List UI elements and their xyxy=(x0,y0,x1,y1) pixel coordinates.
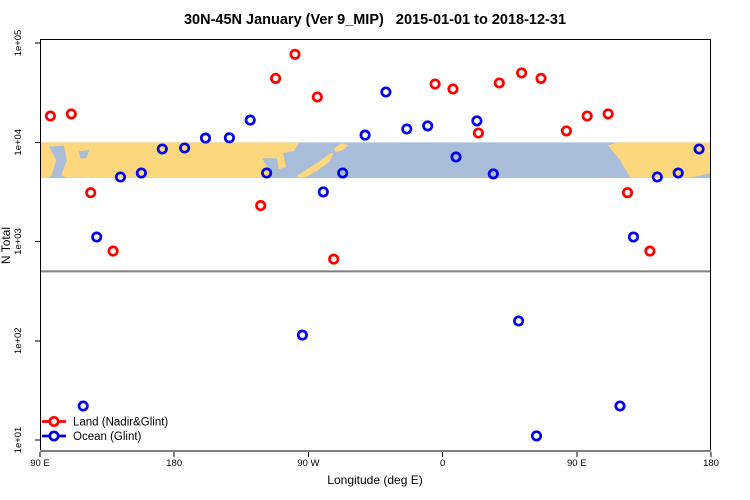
data-point-land xyxy=(472,127,484,139)
world-map-band xyxy=(0,142,750,178)
x-tick-label: 90 W xyxy=(297,458,319,469)
data-point-land xyxy=(311,91,323,103)
data-point-land xyxy=(107,245,119,257)
data-point-land xyxy=(602,108,614,120)
data-point-ocean xyxy=(261,167,273,179)
data-point-land xyxy=(535,72,547,84)
x-tick-label: 180 xyxy=(703,458,719,469)
y-tick-label: 1e+02 xyxy=(13,327,24,354)
data-point-ocean xyxy=(223,132,235,144)
x-tick-label: 90 E xyxy=(567,458,587,469)
data-point-land xyxy=(429,78,441,90)
data-point-land xyxy=(447,83,459,95)
map-hokkaido-land xyxy=(333,143,349,153)
data-point-land xyxy=(289,48,301,60)
data-point-ocean xyxy=(651,171,663,183)
data-point-land xyxy=(255,200,267,212)
data-point-ocean xyxy=(317,186,329,198)
axes: 1e+05 1e+04 1e+03 1e+02 1e+01 90 E 180 90 W 0 90 … xyxy=(13,30,719,469)
data-point-land xyxy=(644,245,656,257)
data-point-ocean xyxy=(359,129,371,141)
data-point-ocean xyxy=(179,142,191,154)
data-point-ocean xyxy=(627,231,640,243)
data-point-ocean xyxy=(693,143,705,155)
map-persian-gulf-water xyxy=(47,172,67,178)
data-point-ocean xyxy=(91,231,103,243)
y-tick-label: 1e+01 xyxy=(13,427,24,454)
chart-title: 30N-45N January (Ver 9_MIP) 2015-01-01 t… xyxy=(184,12,566,28)
x-axis-label: Longitude (deg E) xyxy=(327,473,422,487)
legend-circle-land-icon xyxy=(48,415,60,428)
data-point-ocean xyxy=(135,167,147,179)
x-tick-label: 180 xyxy=(166,458,182,469)
data-point-ocean xyxy=(296,329,308,341)
data-point-ocean xyxy=(77,400,89,412)
y-tick-label: 1e+03 xyxy=(13,228,24,255)
map-aral-sea-water xyxy=(78,150,90,159)
data-point-land xyxy=(328,253,340,265)
data-point-ocean xyxy=(450,151,462,163)
x-tick-label: 90 E xyxy=(30,458,50,469)
data-point-land xyxy=(85,187,97,199)
legend-label-ocean: Ocean (Glint) xyxy=(73,431,142,443)
map-caspian-sea-water xyxy=(48,145,67,177)
data-point-ocean xyxy=(422,120,434,132)
map-japan-land xyxy=(296,152,334,178)
data-point-land xyxy=(581,110,593,122)
data-point-ocean xyxy=(380,86,392,98)
data-point-ocean xyxy=(487,168,499,180)
data-point-ocean xyxy=(513,315,525,327)
data-point-ocean xyxy=(114,171,127,183)
data-point-ocean xyxy=(530,430,543,442)
legend-label-land: Land (Nadir&Glint) xyxy=(73,417,168,429)
data-point-ocean xyxy=(244,114,256,126)
x-tick-label: 0 xyxy=(440,458,445,469)
data-point-ocean xyxy=(471,115,483,127)
legend-circle-ocean-icon xyxy=(48,430,60,442)
data-point-land xyxy=(621,187,634,199)
map-great-lakes-water xyxy=(717,142,750,152)
legend-item-ocean: Ocean (Glint) xyxy=(42,430,142,443)
data-point-ocean xyxy=(401,123,413,135)
data-point-ocean xyxy=(614,400,626,412)
data-point-land xyxy=(493,77,505,89)
map-north-america-land xyxy=(608,142,711,178)
legend: Land (Nadir&Glint) Ocean (Glint) xyxy=(42,415,168,443)
y-axis-label: N Total xyxy=(0,227,13,264)
y-tick-label: 1e+04 xyxy=(13,129,24,156)
data-point-land xyxy=(44,110,56,122)
data-point-ocean xyxy=(156,143,168,155)
map-gulf-of-mexico-water xyxy=(690,173,711,178)
data-point-ocean xyxy=(672,167,684,179)
data-point-land xyxy=(270,72,282,84)
legend-item-land: Land (Nadir&Glint) xyxy=(42,415,168,429)
y-tick-label: 1e+05 xyxy=(13,30,24,57)
data-point-ocean xyxy=(199,132,212,144)
data-point-ocean xyxy=(337,167,349,179)
data-point-land xyxy=(560,125,572,137)
data-point-land xyxy=(65,108,77,120)
map-eurasia-landmass-land xyxy=(40,142,300,178)
data-points xyxy=(44,48,705,442)
data-point-land xyxy=(516,67,528,79)
map-mediterranean-sea-water xyxy=(0,157,15,178)
